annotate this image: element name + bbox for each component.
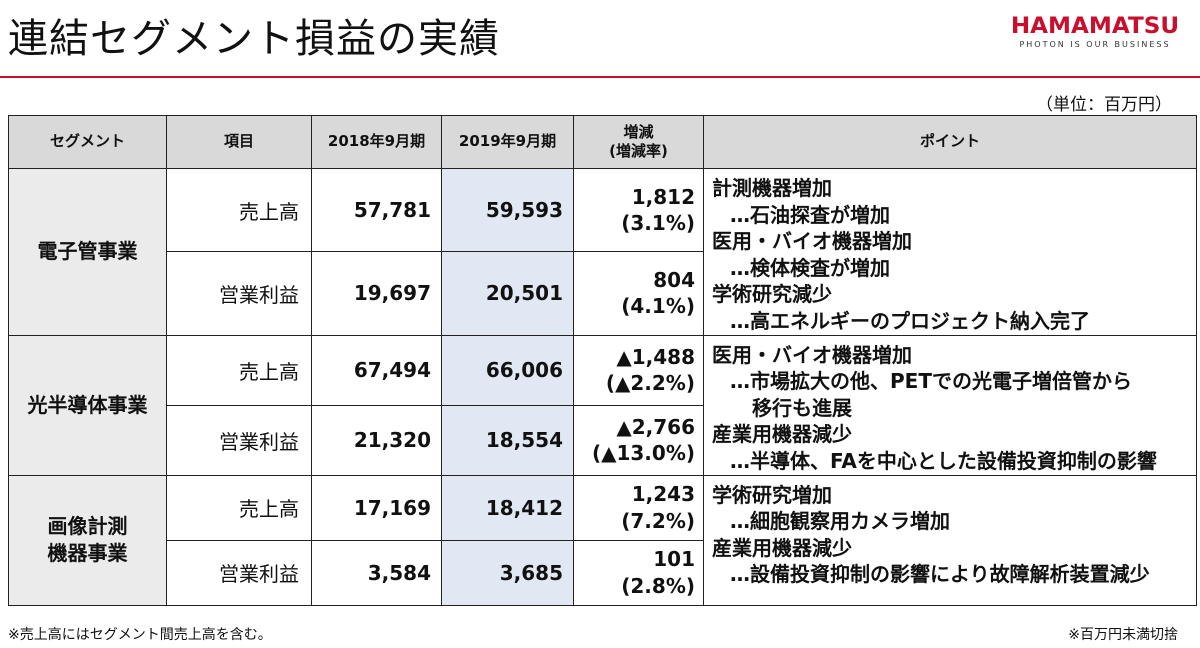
value-change: 101 (2.8%): [573, 539, 704, 606]
point-line: 産業用機器減少: [712, 535, 852, 560]
change-amount: 1,812: [631, 184, 695, 209]
table-row: 営業利益 3,584 3,685 101 (2.8%): [9, 539, 1197, 606]
change-rate: (▲13.0%): [591, 441, 695, 466]
point-line: …石油探査が増加: [730, 202, 890, 227]
value-change: 1,243 (7.2%): [573, 474, 704, 541]
header-change-rate-label: (増減率): [609, 142, 668, 160]
point-line: …半導体、FAを中心とした設備投資抑制の影響: [730, 448, 1157, 473]
value-fy2018: 17,169: [311, 474, 442, 541]
segment-name-line: 画像計測: [47, 514, 128, 539]
segment-points: 計測機器増加 …石油探査が増加 医用・バイオ機器増加 …検体検査が増加 学術研究…: [703, 168, 1197, 336]
segment-name: 画像計測 機器事業: [8, 474, 167, 606]
value-change: ▲1,488 (▲2.2%): [573, 334, 704, 406]
footnote-sales: ※売上高にはセグメント間売上高を含む。: [8, 627, 272, 643]
logo-tagline: PHOTON IS OUR BUSINESS: [1019, 40, 1171, 49]
point-line: …市場拡大の他、PETでの光電子増倍管から: [730, 369, 1132, 394]
footnote-rounding: ※百万円未満切捨: [1068, 627, 1178, 643]
row-item: 営業利益: [166, 251, 312, 336]
header-points: ポイント: [703, 115, 1197, 169]
table-row: 画像計測 機器事業 売上高 17,169 18,412 1,243 (7.2%)…: [8, 474, 1197, 606]
header-fy2019: 2019年9月期: [441, 115, 574, 169]
segment-name-line: 光半導体事業: [27, 392, 148, 417]
value-fy2018: 3,584: [311, 539, 442, 606]
table-row: 光半導体事業 売上高 67,494 66,006 ▲1,488 (▲2.2%) …: [8, 334, 1197, 476]
table-row: 営業利益 19,697 20,501 804 (4.1%): [9, 251, 1197, 336]
page-title: 連結セグメント損益の実績: [8, 16, 500, 62]
header-divider: [0, 76, 1200, 78]
point-line: 医用・バイオ機器増加: [712, 229, 912, 254]
header-change: 増減 (増減率): [573, 115, 704, 169]
segment-name-line: 電子管事業: [37, 239, 138, 264]
value-fy2019: 66,006: [441, 334, 574, 406]
row-item: 営業利益: [166, 539, 312, 606]
unit-label: （単位：百万円）: [1036, 95, 1172, 115]
table-row: 電子管事業 売上高 57,781 59,593 1,812 (3.1%) 計測機…: [8, 167, 1197, 336]
value-fy2018: 57,781: [311, 167, 442, 253]
value-change: 804 (4.1%): [573, 251, 704, 336]
point-line: 学術研究増加: [712, 482, 832, 507]
segment-results-table: セグメント 項目 2018年9月期 2019年9月期 増減 (増減率) ポイント…: [8, 115, 1197, 606]
header-change-label: 増減: [623, 122, 654, 141]
value-fy2018: 19,697: [311, 251, 442, 336]
change-amount: 101: [653, 547, 695, 572]
point-line: …細胞観察用カメラ増加: [730, 509, 950, 534]
change-amount: ▲2,766: [616, 414, 695, 439]
point-line: 産業用機器減少: [712, 422, 852, 447]
point-line: 医用・バイオ機器増加: [712, 342, 912, 367]
value-change: ▲2,766 (▲13.0%): [573, 404, 704, 476]
table-row: 営業利益 21,320 18,554 ▲2,766 (▲13.0%): [9, 404, 1197, 476]
value-fy2019: 18,554: [441, 404, 574, 476]
segment-name: 光半導体事業: [8, 334, 167, 476]
value-change: 1,812 (3.1%): [573, 167, 704, 253]
value-fy2019: 3,685: [441, 539, 574, 606]
logo-wordmark: HAMAMATSU: [1010, 14, 1180, 39]
change-rate: (3.1%): [621, 211, 695, 236]
table-header-row: セグメント 項目 2018年9月期 2019年9月期 増減 (増減率) ポイント: [8, 115, 1197, 169]
change-rate: (▲2.2%): [605, 371, 695, 396]
row-item: 売上高: [166, 474, 312, 541]
point-line: …高エネルギーのプロジェクト納入完了: [730, 308, 1090, 333]
segment-name: 電子管事業: [8, 168, 167, 336]
change-rate: (2.8%): [621, 573, 695, 598]
header-segment: セグメント: [8, 115, 167, 169]
change-amount: 804: [653, 268, 695, 293]
company-logo: HAMAMATSU PHOTON IS OUR BUSINESS: [1010, 14, 1180, 49]
segment-points: 医用・バイオ機器増加 …市場拡大の他、PETでの光電子増倍管から 移行も進展 産…: [703, 334, 1197, 476]
header-item: 項目: [166, 115, 312, 169]
value-fy2019: 59,593: [441, 167, 574, 253]
row-item: 売上高: [166, 334, 312, 406]
value-fy2018: 21,320: [311, 404, 442, 476]
segment-name-line: 機器事業: [47, 541, 128, 566]
point-line: 移行も進展: [752, 395, 852, 420]
value-fy2019: 18,412: [441, 474, 574, 541]
change-rate: (4.1%): [621, 294, 695, 319]
header-fy2018: 2018年9月期: [311, 115, 442, 169]
point-line: …設備投資抑制の影響により故障解析装置減少: [730, 562, 1150, 587]
change-amount: ▲1,488: [616, 344, 695, 369]
change-rate: (7.2%): [621, 508, 695, 533]
point-line: …検体検査が増加: [730, 255, 890, 280]
change-amount: 1,243: [631, 482, 695, 507]
point-line: 計測機器増加: [712, 176, 832, 200]
point-line: 学術研究減少: [712, 282, 832, 307]
row-item: 売上高: [166, 167, 312, 253]
value-fy2019: 20,501: [441, 251, 574, 336]
row-item: 営業利益: [166, 404, 312, 476]
segment-points: 学術研究増加 …細胞観察用カメラ増加 産業用機器減少 …設備投資抑制の影響により…: [703, 474, 1197, 606]
value-fy2018: 67,494: [311, 334, 442, 406]
